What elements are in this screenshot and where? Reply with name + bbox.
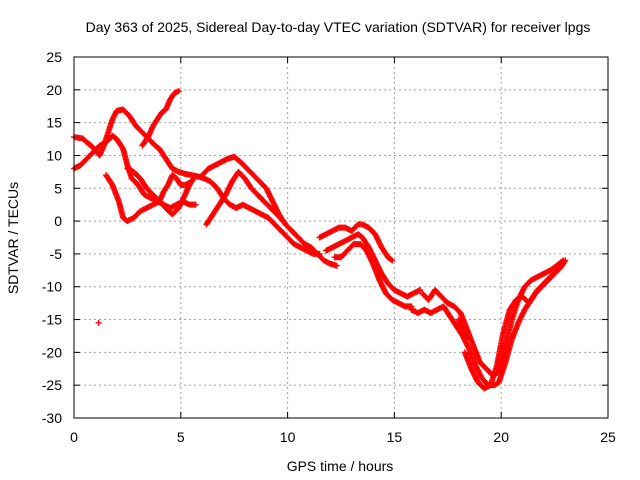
data-point xyxy=(175,88,182,95)
data-point xyxy=(389,257,396,264)
series-track-i xyxy=(323,231,424,300)
series-track-n xyxy=(455,316,471,343)
data-point xyxy=(388,256,395,263)
y-tick-label: 5 xyxy=(54,180,62,196)
series-track-h xyxy=(316,221,396,264)
x-tick-label: 15 xyxy=(387,429,403,445)
plot-frame xyxy=(73,56,609,419)
x-tick-label: 10 xyxy=(280,429,296,445)
y-tick-label: -20 xyxy=(42,344,62,360)
y-tick-label: 10 xyxy=(46,147,62,163)
series-track-d xyxy=(124,165,197,218)
series-track-m xyxy=(461,257,569,392)
grid xyxy=(74,57,608,418)
series-outlier xyxy=(95,319,102,326)
data-points xyxy=(71,88,569,392)
y-tick-label: -5 xyxy=(50,246,63,262)
axis-ticks: 25 20 15 10 5 0 -5 -10 -15 -20 -25 -30 0 5 10 15 20 25 xyxy=(42,49,616,445)
y-tick-label: -10 xyxy=(42,279,62,295)
x-tick-label: 5 xyxy=(177,429,185,445)
series-track-k xyxy=(419,257,567,379)
chart-title: Day 363 of 2025, Sidereal Day-to-day VTE… xyxy=(86,19,591,35)
y-tick-label: -25 xyxy=(42,377,62,393)
data-point xyxy=(417,287,424,294)
data-point xyxy=(95,319,102,326)
x-tick-label: 20 xyxy=(493,429,509,445)
y-tick-label: 25 xyxy=(46,49,62,65)
y-axis-label: SDTVAR / TECUs xyxy=(5,182,21,294)
x-tick-label: 25 xyxy=(600,429,616,445)
series-track-g xyxy=(203,168,287,228)
series-track-j xyxy=(331,241,415,310)
series-track-f xyxy=(199,153,340,269)
y-tick-label: 15 xyxy=(46,115,62,131)
series-track-l xyxy=(408,260,567,389)
data-point xyxy=(279,216,286,223)
data-point xyxy=(464,336,471,343)
series-track-e xyxy=(139,88,182,149)
y-tick-label: 0 xyxy=(54,213,62,229)
x-axis-label: GPS time / hours xyxy=(287,458,394,474)
data-point xyxy=(190,175,197,182)
x-tick-label: 0 xyxy=(70,429,78,445)
data-point xyxy=(280,218,287,225)
y-tick-label: 20 xyxy=(46,82,62,98)
data-point xyxy=(562,257,569,264)
data-point xyxy=(192,201,199,208)
y-tick-label: -30 xyxy=(42,410,62,426)
data-point xyxy=(333,262,340,269)
y-tick-label: -15 xyxy=(42,312,62,328)
data-point xyxy=(119,144,126,151)
